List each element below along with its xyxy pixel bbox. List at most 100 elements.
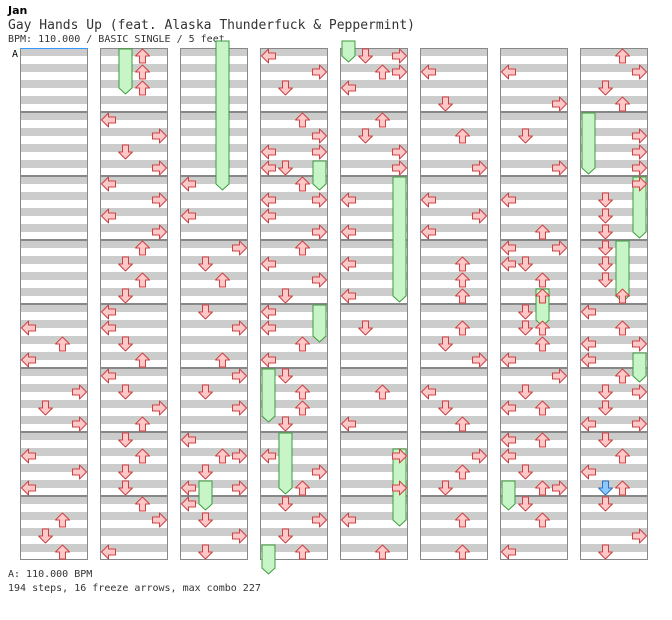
beat-stripe	[580, 512, 648, 520]
beat-stripe	[580, 432, 648, 440]
step-arrow	[118, 384, 133, 400]
beat-stripe	[100, 128, 168, 136]
beat-stripe	[420, 544, 488, 552]
beat-stripe	[260, 368, 328, 376]
beat-stripe	[180, 320, 248, 328]
beat-stripe	[180, 48, 248, 56]
beat-stripe	[420, 112, 488, 120]
beat-stripe	[20, 288, 88, 296]
step-arrow	[198, 304, 213, 320]
measure-box	[340, 496, 408, 560]
beat-stripe	[340, 416, 408, 424]
beat-stripe	[580, 48, 648, 56]
beat-stripe	[500, 400, 568, 408]
beat-stripe	[500, 176, 568, 184]
beat-stripe	[580, 448, 648, 456]
measure-box	[180, 368, 248, 432]
beat-stripe	[500, 528, 568, 536]
chart-footer: A: 110.000 BPM 194 steps, 16 freeze arro…	[8, 568, 261, 596]
step-arrow	[312, 144, 327, 160]
beat-stripe	[420, 128, 488, 136]
step-arrow	[535, 480, 550, 496]
beat-stripe	[100, 448, 168, 456]
step-arrow	[535, 320, 550, 336]
step-arrow	[535, 400, 550, 416]
measure-box	[20, 496, 88, 560]
beat-stripe	[580, 528, 648, 536]
beat-stripe	[100, 368, 168, 376]
beat-stripe	[260, 400, 328, 408]
beat-stripe	[20, 416, 88, 424]
step-arrow	[598, 240, 613, 256]
beat-stripe	[260, 208, 328, 216]
beat-stripe	[100, 192, 168, 200]
beat-stripe	[500, 512, 568, 520]
beat-stripe	[180, 352, 248, 360]
step-arrow	[438, 96, 453, 112]
step-arrow	[632, 336, 647, 352]
step-arrow	[232, 368, 247, 384]
beat-stripe	[500, 48, 568, 56]
beat-stripe	[180, 288, 248, 296]
beat-stripe	[180, 368, 248, 376]
step-arrow	[135, 416, 150, 432]
beat-stripe	[340, 256, 408, 264]
beat-stripe	[420, 432, 488, 440]
beat-stripe	[580, 240, 648, 248]
step-arrow	[598, 80, 613, 96]
measure-box	[180, 496, 248, 560]
beat-stripe	[20, 496, 88, 504]
beat-stripe	[260, 480, 328, 488]
beat-stripe	[260, 512, 328, 520]
step-arrow	[615, 448, 630, 464]
beat-stripe	[420, 48, 488, 56]
step-arrow	[552, 160, 567, 176]
beat-stripe	[580, 160, 648, 168]
step-arrow	[278, 160, 293, 176]
freeze-arrow	[632, 352, 647, 383]
beat-stripe	[260, 112, 328, 120]
beat-stripe	[580, 544, 648, 552]
beat-stripe	[420, 176, 488, 184]
step-arrow	[438, 400, 453, 416]
beat-stripe	[340, 432, 408, 440]
step-arrow	[375, 544, 390, 560]
step-arrow	[632, 160, 647, 176]
step-arrow	[392, 448, 407, 464]
step-arrow	[232, 448, 247, 464]
step-arrow	[55, 544, 70, 560]
beat-stripe	[20, 224, 88, 232]
beat-stripe	[180, 400, 248, 408]
beat-stripe	[420, 496, 488, 504]
beat-stripe	[20, 192, 88, 200]
beat-stripe	[580, 400, 648, 408]
measure-box	[100, 176, 168, 240]
beat-stripe	[260, 176, 328, 184]
beat-stripe	[100, 352, 168, 360]
step-arrow	[181, 480, 196, 496]
measure-box	[500, 368, 568, 432]
beat-stripe	[340, 528, 408, 536]
step-arrow	[232, 480, 247, 496]
beat-stripe	[100, 496, 168, 504]
beat-stripe	[340, 448, 408, 456]
beat-stripe	[420, 400, 488, 408]
step-arrow	[632, 176, 647, 192]
bpm-note: A: 110.000 BPM	[8, 569, 93, 580]
beat-stripe	[500, 352, 568, 360]
step-arrow	[535, 336, 550, 352]
beat-stripe	[100, 512, 168, 520]
step-arrow	[152, 128, 167, 144]
beat-stripe	[500, 192, 568, 200]
beat-stripe	[580, 256, 648, 264]
beat-stripe	[20, 528, 88, 536]
beat-stripe	[340, 96, 408, 104]
beat-stripe	[100, 528, 168, 536]
beat-stripe	[340, 208, 408, 216]
measure-box	[580, 496, 648, 560]
measure-box	[260, 112, 328, 176]
beat-stripe	[20, 512, 88, 520]
step-arrow	[501, 352, 516, 368]
beat-stripe	[420, 64, 488, 72]
